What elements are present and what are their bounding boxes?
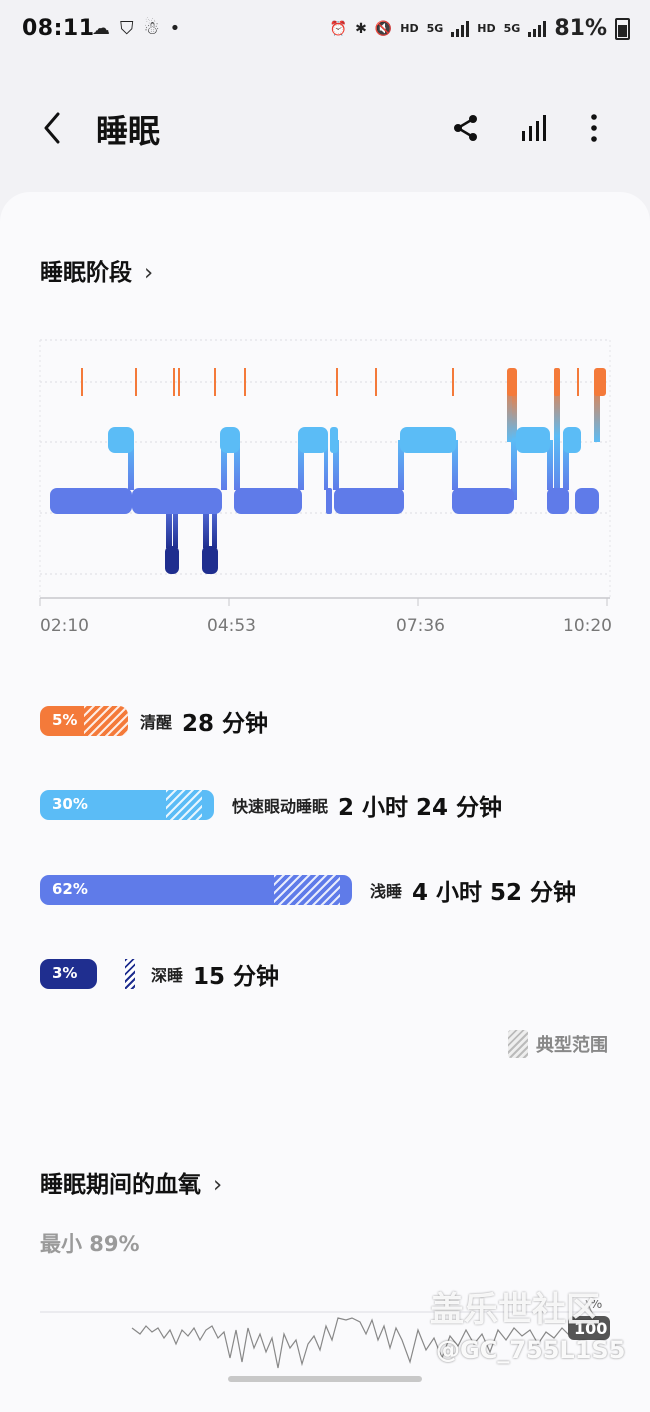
share-button[interactable] bbox=[446, 108, 486, 148]
awake-percent: 5% bbox=[52, 711, 78, 729]
light-label: 浅睡 bbox=[370, 882, 403, 901]
legend-awake: 5% 清醒 28 分钟 bbox=[40, 704, 268, 738]
typical-range-legend: 典型范围 bbox=[508, 1030, 608, 1058]
status-time: 08:11 bbox=[22, 16, 95, 41]
blood-oxygen-header[interactable]: 睡眠期间的血氧 › bbox=[40, 1165, 222, 1199]
share-icon bbox=[454, 115, 477, 141]
cloud-icon: ☁ bbox=[92, 18, 110, 39]
5g-label-2: 5G bbox=[503, 22, 521, 35]
awake-label: 清醒 bbox=[140, 713, 173, 732]
legend-light: 62% 浅睡 4 小时 52 分钟 bbox=[40, 873, 576, 907]
dot-icon: • bbox=[169, 18, 181, 39]
hatch-swatch-icon bbox=[508, 1030, 528, 1058]
system-icons: ⏰ ✱ 🔇 HD 5G HD 5G 81% bbox=[330, 16, 630, 41]
deep-typical-hatch bbox=[125, 959, 135, 989]
awake-bar: 5% bbox=[40, 706, 128, 736]
mi-icon: ⛉ bbox=[120, 18, 134, 39]
more-vert-icon bbox=[591, 114, 597, 142]
blood-oxygen-title: 睡眠期间的血氧 bbox=[40, 1172, 201, 1198]
light-bar: 62% bbox=[40, 875, 352, 905]
app-icon: ☃ bbox=[143, 18, 160, 39]
chevron-right-icon: › bbox=[144, 260, 154, 286]
deep-duration: 15 分钟 bbox=[193, 964, 280, 990]
battery-percent: 81% bbox=[554, 16, 607, 41]
bluetooth-icon: ✱ bbox=[355, 20, 367, 37]
hd-label: HD bbox=[400, 22, 419, 35]
typical-range-hatch bbox=[84, 706, 128, 736]
blood-oxygen-chart: % 100 bbox=[40, 1300, 610, 1369]
light-sleep-segments bbox=[50, 488, 599, 514]
tick-label-3: 10:20 bbox=[563, 616, 612, 636]
deep-bar: 3% bbox=[40, 959, 97, 989]
spo2-scale-badge bbox=[568, 1316, 610, 1340]
spo2-scale-unit: % bbox=[590, 1300, 602, 1312]
back-button[interactable] bbox=[38, 108, 68, 148]
tick-label-1: 04:53 bbox=[207, 616, 256, 636]
light-duration: 4 小时 52 分钟 bbox=[412, 880, 577, 906]
app-bar: 睡眠 bbox=[0, 90, 650, 166]
x-axis-labels: 02:10 04:53 07:36 10:20 bbox=[40, 616, 612, 636]
legend-deep: 3% 深睡 15 分钟 bbox=[40, 957, 279, 991]
stage-transitions bbox=[128, 382, 600, 548]
bar-chart-icon bbox=[522, 115, 546, 141]
battery-icon bbox=[615, 17, 630, 40]
typical-range-hatch bbox=[274, 875, 340, 905]
deep-label: 深睡 bbox=[151, 966, 184, 985]
back-arrow-icon bbox=[44, 112, 60, 144]
mute-icon: 🔇 bbox=[374, 20, 393, 37]
notification-icons: ☁ ⛉ ☃ • bbox=[92, 18, 180, 39]
more-options-button[interactable] bbox=[574, 108, 614, 148]
spo2-scale-top: 100 bbox=[574, 1319, 607, 1338]
light-percent: 62% bbox=[52, 880, 88, 898]
legend-rem: 30% 快速眼动睡眠 2 小时 24 分钟 bbox=[40, 788, 502, 822]
deep-sleep-segments bbox=[165, 546, 218, 574]
alarm-icon: ⏰ bbox=[329, 20, 348, 37]
watermark-user: @GC_755L1S5 bbox=[436, 1336, 626, 1364]
sleep-stages-title: 睡眠阶段 bbox=[40, 260, 132, 286]
awake-markers bbox=[81, 368, 606, 396]
page-title: 睡眠 bbox=[96, 112, 161, 150]
typical-range-hatch bbox=[166, 790, 202, 820]
rem-label: 快速眼动睡眠 bbox=[232, 797, 329, 816]
rem-segments bbox=[108, 427, 581, 453]
blood-oxygen-min: 最小 89% bbox=[40, 1232, 140, 1256]
x-axis-ticks bbox=[39, 598, 608, 606]
home-indicator[interactable] bbox=[228, 1376, 422, 1382]
sleep-stages-chart: 02:10 04:53 07:36 10:20 bbox=[39, 339, 612, 636]
tick-label-0: 02:10 bbox=[40, 616, 89, 636]
awake-duration: 28 分钟 bbox=[182, 711, 269, 737]
stats-button[interactable] bbox=[514, 108, 554, 148]
signal-icon-2 bbox=[528, 20, 547, 37]
hd-label-2: HD bbox=[477, 22, 496, 35]
deep-percent: 3% bbox=[52, 964, 78, 982]
typical-range-label: 典型范围 bbox=[536, 1035, 608, 1056]
chevron-right-icon: › bbox=[213, 1172, 223, 1198]
status-bar: 08:11 ☁ ⛉ ☃ • ⏰ ✱ 🔇 HD 5G HD 5G 81% bbox=[0, 0, 650, 60]
rem-percent: 30% bbox=[52, 795, 88, 813]
sleep-stages-header[interactable]: 睡眠阶段 › bbox=[40, 253, 153, 287]
tick-label-2: 07:36 bbox=[396, 616, 445, 636]
5g-label: 5G bbox=[426, 22, 444, 35]
rem-bar: 30% bbox=[40, 790, 214, 820]
rem-duration: 2 小时 24 分钟 bbox=[338, 795, 503, 821]
watermark-logo: 盖乐世社区 bbox=[430, 1290, 600, 1330]
signal-icon bbox=[451, 20, 470, 37]
